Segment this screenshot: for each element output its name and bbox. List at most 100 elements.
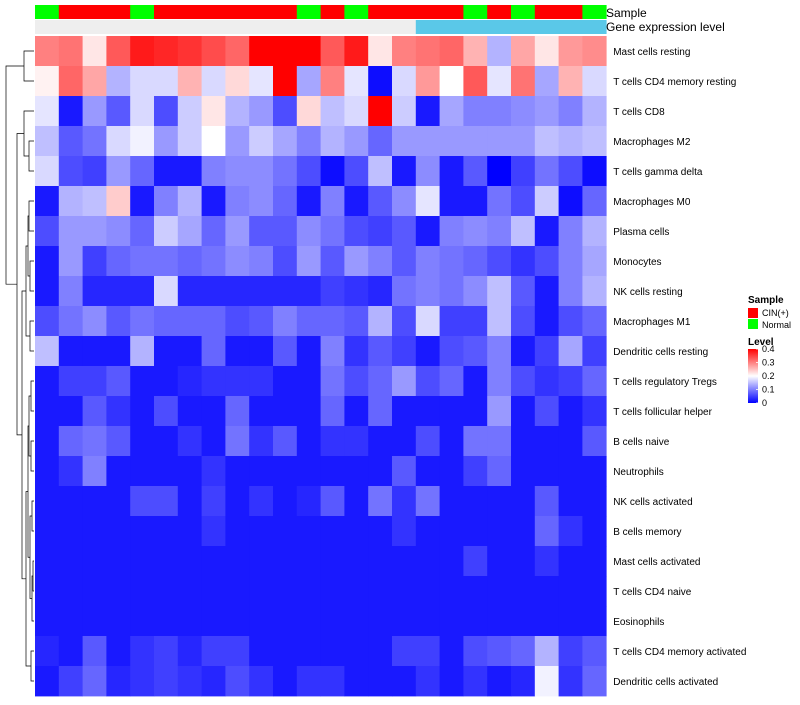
heatmap-cell-r7-c22 [558, 246, 583, 277]
heatmap-cell-r19-c13 [344, 606, 369, 637]
heatmap-cell-r12-c14 [368, 396, 393, 427]
heatmap-cell-r11-c2 [82, 366, 107, 397]
heatmap-cell-r15-c17 [439, 486, 464, 517]
legend-level-title: Level [748, 337, 774, 348]
heatmap-cell-r14-c10 [273, 456, 298, 487]
heatmap-cell-r10-c8 [225, 336, 250, 367]
heatmap-cell-r5-c5 [154, 186, 179, 217]
heatmap-cell-r21-c5 [154, 666, 179, 697]
heatmap-cell-r2-c7 [201, 96, 226, 127]
heatmap-cell-r7-c20 [511, 246, 536, 277]
heatmap-cell-r12-c2 [82, 396, 107, 427]
heatmap-cell-r1-c10 [273, 66, 298, 97]
heatmap-cell-r15-c9 [249, 486, 274, 517]
heatmap-cell-r12-c7 [201, 396, 226, 427]
heatmap-cell-r0-c5 [154, 36, 179, 67]
heatmap-cell-r11-c23 [582, 366, 607, 397]
heatmap-cell-r13-c19 [487, 426, 512, 457]
heatmap-cell-r5-c21 [534, 186, 559, 217]
heatmap-cell-r17-c23 [582, 546, 607, 577]
heatmap-cell-r8-c8 [225, 276, 250, 307]
heatmap-cell-r3-c12 [320, 126, 345, 157]
heatmap-cell-r6-c19 [487, 216, 512, 247]
heatmap-cell-r0-c14 [368, 36, 393, 67]
heatmap-cell-r2-c21 [534, 96, 559, 127]
track-sample-cell-20 [511, 5, 536, 19]
heatmap-cells [35, 36, 607, 697]
heatmap-cell-r14-c17 [439, 456, 464, 487]
heatmap-cell-r6-c15 [392, 216, 417, 247]
heatmap-cell-r15-c12 [320, 486, 345, 517]
heatmap-cell-r10-c9 [249, 336, 274, 367]
heatmap-cell-r20-c18 [463, 636, 488, 667]
row-label-b-cells-memory: B cells memory [613, 527, 681, 538]
heatmap-cell-r21-c2 [82, 666, 107, 697]
heatmap-cell-r17-c4 [130, 546, 155, 577]
heatmap-cell-r8-c1 [58, 276, 83, 307]
heatmap-cell-r11-c19 [487, 366, 512, 397]
legend-label-cin: CIN(+) [762, 308, 789, 318]
track-sample-cell-12 [320, 5, 345, 19]
heatmap-cell-r0-c8 [225, 36, 250, 67]
heatmap-cell-r1-c23 [582, 66, 607, 97]
heatmap-cell-r18-c23 [582, 576, 607, 607]
heatmap-cell-r3-c13 [344, 126, 369, 157]
heatmap-cell-r9-c12 [320, 306, 345, 337]
heatmap-cell-r5-c6 [177, 186, 202, 217]
heatmap-cell-r0-c2 [82, 36, 107, 67]
heatmap-cell-r12-c5 [154, 396, 179, 427]
heatmap-cell-r18-c0 [35, 576, 60, 607]
track-sample-cell-16 [415, 5, 440, 19]
heatmap-cell-r12-c17 [439, 396, 464, 427]
heatmap-cell-r6-c13 [344, 216, 369, 247]
heatmap-cell-r7-c8 [225, 246, 250, 277]
heatmap-cell-r17-c21 [534, 546, 559, 577]
heatmap-cell-r14-c13 [344, 456, 369, 487]
heatmap-cell-r7-c0 [35, 246, 60, 277]
heatmap-cell-r7-c7 [201, 246, 226, 277]
heatmap-cell-r14-c0 [35, 456, 60, 487]
heatmap-cell-r16-c1 [58, 516, 83, 547]
heatmap-cell-r20-c10 [273, 636, 298, 667]
legend-level-tick-label-0: 0.4 [762, 344, 775, 354]
dendrogram-branch-20 [5, 65, 24, 285]
heatmap-cell-r19-c23 [582, 606, 607, 637]
heatmap-cell-r8-c6 [177, 276, 202, 307]
heatmap-cell-r16-c12 [320, 516, 345, 547]
heatmap-cell-r6-c4 [130, 216, 155, 247]
heatmap-cell-r9-c15 [392, 306, 417, 337]
heatmap-cell-r0-c17 [439, 36, 464, 67]
heatmap-cell-r3-c11 [296, 126, 321, 157]
track-sample-cell-4 [130, 5, 155, 19]
heatmap-cell-r8-c9 [249, 276, 274, 307]
heatmap-cell-r18-c2 [82, 576, 107, 607]
heatmap-cell-r19-c12 [320, 606, 345, 637]
heatmap-cell-r15-c22 [558, 486, 583, 517]
heatmap-cell-r8-c13 [344, 276, 369, 307]
heatmap-cell-r0-c22 [558, 36, 583, 67]
heatmap-cell-r1-c0 [35, 66, 60, 97]
legend-level-tick-label-3: 0.1 [762, 385, 775, 395]
heatmap-cell-r9-c16 [415, 306, 440, 337]
heatmap-cell-r14-c19 [487, 456, 512, 487]
track-sample-cell-2 [82, 5, 107, 19]
heatmap-cell-r7-c11 [296, 246, 321, 277]
heatmap-cell-r13-c4 [130, 426, 155, 457]
heatmap-cell-r20-c2 [82, 636, 107, 667]
heatmap-cell-r20-c13 [344, 636, 369, 667]
track-gene-expression-level-cell-14 [368, 20, 393, 34]
heatmap-cell-r20-c17 [439, 636, 464, 667]
heatmap-cell-r20-c23 [582, 636, 607, 667]
heatmap-cell-r14-c1 [58, 456, 83, 487]
heatmap-cell-r2-c8 [225, 96, 250, 127]
heatmap-cell-r6-c3 [106, 216, 131, 247]
heatmap-cell-r21-c17 [439, 666, 464, 697]
heatmap-cell-r20-c15 [392, 636, 417, 667]
heatmap-cell-r8-c18 [463, 276, 488, 307]
heatmap-cell-r8-c5 [154, 276, 179, 307]
row-label-eosinophils: Eosinophils [613, 617, 664, 628]
legend-label-normal: Normal [762, 320, 791, 330]
heatmap-cell-r11-c21 [534, 366, 559, 397]
heatmap-cell-r18-c10 [273, 576, 298, 607]
